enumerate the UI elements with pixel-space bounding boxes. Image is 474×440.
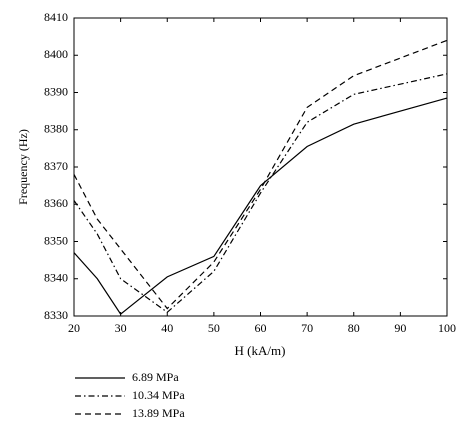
series-line — [73, 39, 448, 310]
x-tick-label: 80 — [348, 321, 360, 335]
x-tick-label: 90 — [394, 321, 406, 335]
y-tick-label: 8400 — [44, 47, 68, 61]
x-axis-label: H (kA/m) — [235, 343, 286, 358]
y-tick-label: 8370 — [44, 159, 68, 173]
plot-frame — [73, 17, 448, 317]
x-tick-label: 70 — [301, 321, 313, 335]
legend-label: 6.89 MPa — [132, 370, 179, 384]
x-tick-label: 60 — [255, 321, 267, 335]
legend-label: 10.34 MPa — [132, 388, 185, 402]
series-line — [73, 97, 448, 316]
legend-label: 13.89 MPa — [132, 406, 185, 420]
y-tick-label: 8410 — [44, 10, 68, 24]
y-tick-label: 8390 — [44, 84, 68, 98]
y-tick-label: 8340 — [44, 271, 68, 285]
y-axis-label: Frequency (Hz) — [16, 129, 30, 205]
y-tick-label: 8330 — [44, 308, 68, 322]
y-tick-label: 8350 — [44, 233, 68, 247]
y-tick-label: 8380 — [44, 122, 68, 136]
series-line — [73, 73, 448, 314]
x-tick-label: 30 — [115, 321, 127, 335]
x-tick-label: 50 — [208, 321, 220, 335]
x-tick-label: 20 — [68, 321, 80, 335]
y-tick-label: 8360 — [44, 196, 68, 210]
x-tick-label: 100 — [438, 321, 456, 335]
x-tick-label: 40 — [161, 321, 173, 335]
